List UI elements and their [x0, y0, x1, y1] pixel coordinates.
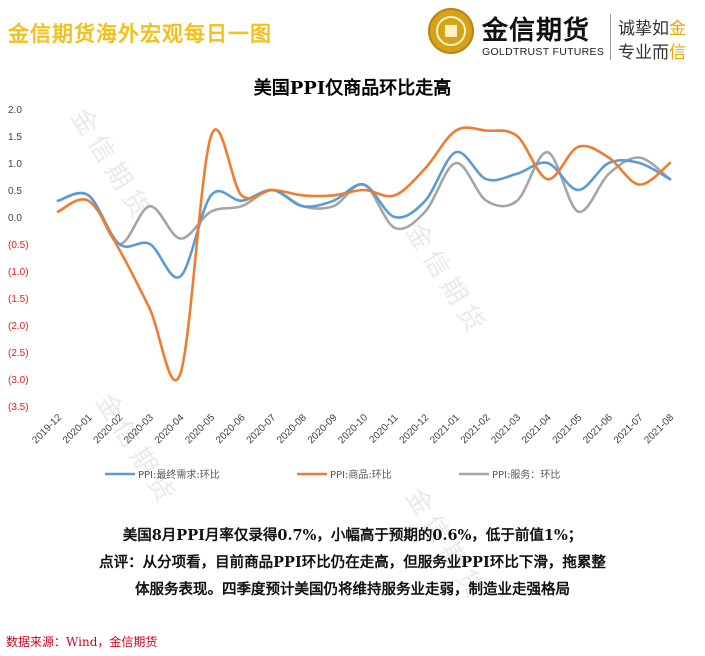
line-chart: 2.0 1.5 1.0 0.5 0.0 (0.5) (1.0) (1.5) (2.0) (2.5)…: [8, 105, 676, 481]
series-line-0: [56, 150, 672, 279]
y-tick-label: 1.5: [8, 132, 22, 143]
x-tick-label: 2021-03: [489, 412, 523, 446]
x-tick-label: 2020-10: [336, 412, 370, 446]
slogan-line-1: 诚挚如金: [618, 19, 686, 39]
chart-title: 美国PPI仅商品环比走高: [253, 78, 452, 99]
series-lines: [56, 126, 672, 382]
x-tick-label: 2020-02: [92, 412, 126, 446]
logo-english-name: GOLDTRUST FUTURES: [482, 46, 605, 58]
legend-label: PPI:最终需求:环比: [138, 468, 220, 481]
legend-label: PPI:商品:环比: [330, 468, 392, 481]
y-tick-label: 2.0: [8, 105, 22, 116]
x-tick-label: 2020-11: [368, 412, 402, 446]
y-tick-label: (3.0): [8, 375, 29, 386]
y-tick-label: 1.0: [8, 159, 22, 170]
coin-logo-icon: [428, 8, 474, 54]
x-tick-label: 2020-07: [245, 412, 279, 446]
commentary-line-2: 点评：从分项看，目前商品PPI环比仍在走高，但服务业PPI环比下滑，拖累整: [99, 554, 606, 571]
commentary-line-3: 体服务表现。四季度预计美国仍将维持服务业走弱，制造业走强格局: [135, 581, 570, 598]
y-tick-label: (1.5): [8, 294, 29, 305]
y-tick-label: (3.5): [8, 402, 29, 413]
x-tick-label: 2020-01: [61, 412, 95, 446]
x-tick-label: 2020-05: [183, 412, 217, 446]
x-axis-ticks: 2019-122020-012020-022020-032020-042020-…: [30, 412, 676, 446]
x-tick-label: 2021-06: [581, 412, 615, 446]
y-tick-label: 0.0: [8, 213, 22, 224]
x-tick-label: 2020-08: [275, 412, 309, 446]
logo-divider: [610, 14, 611, 60]
data-source: 数据来源：Wind，金信期货: [6, 635, 158, 649]
header-title: 金信期货海外宏观每日一图: [8, 21, 272, 46]
chart-legend: PPI:最终需求:环比 PPI:商品:环比 PPI:服务：环比: [105, 468, 560, 481]
brand-logo: 金信期货 GOLDTRUST FUTURES 诚挚如金 专业而信: [428, 6, 698, 66]
x-tick-label: 2020-03: [122, 412, 156, 446]
series-line-2: [56, 150, 672, 246]
x-tick-label: 2021-02: [459, 412, 493, 446]
y-axis-ticks: 2.0 1.5 1.0 0.5 0.0 (0.5) (1.0) (1.5) (2.0) (2.5)…: [8, 105, 29, 413]
x-tick-label: 2021-08: [642, 412, 676, 446]
x-tick-label: 2021-05: [551, 412, 585, 446]
x-tick-label: 2021-01: [428, 412, 462, 446]
x-tick-label: 2020-12: [398, 412, 432, 446]
x-tick-label: 2019-12: [30, 412, 64, 446]
y-tick-label: 0.5: [8, 186, 22, 197]
legend-label: PPI:服务：环比: [492, 468, 560, 481]
y-tick-label: (1.0): [8, 267, 29, 278]
y-tick-label: (0.5): [8, 240, 29, 251]
series-line-1: [56, 126, 672, 382]
y-tick-label: (2.0): [8, 321, 29, 332]
commentary: 美国8月PPI月率仅录得0.7%，小幅高于预期的0.6%，低于前值1%； 点评：…: [0, 522, 705, 603]
x-tick-label: 2020-04: [153, 412, 187, 446]
x-tick-label: 2020-06: [214, 412, 248, 446]
x-tick-label: 2021-04: [520, 412, 554, 446]
x-tick-label: 2020-09: [306, 412, 340, 446]
slogan-line-2: 专业而信: [618, 43, 686, 63]
logo-chinese-name: 金信期货: [482, 16, 591, 46]
y-tick-label: (2.5): [8, 348, 29, 359]
commentary-line-1: 美国8月PPI月率仅录得0.7%，小幅高于预期的0.6%，低于前值1%；: [122, 527, 583, 544]
x-tick-label: 2021-07: [612, 412, 646, 446]
